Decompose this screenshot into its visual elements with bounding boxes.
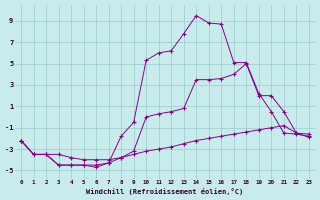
X-axis label: Windchill (Refroidissement éolien,°C): Windchill (Refroidissement éolien,°C) <box>86 188 244 195</box>
